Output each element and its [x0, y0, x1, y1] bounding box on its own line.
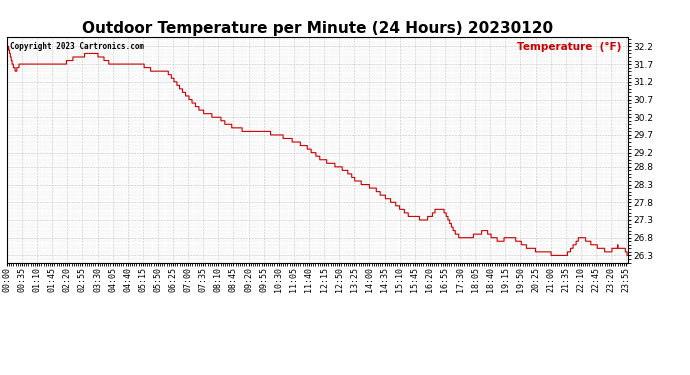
- Text: Copyright 2023 Cartronics.com: Copyright 2023 Cartronics.com: [10, 42, 144, 51]
- Title: Outdoor Temperature per Minute (24 Hours) 20230120: Outdoor Temperature per Minute (24 Hours…: [82, 21, 553, 36]
- Text: Temperature  (°F): Temperature (°F): [518, 42, 622, 52]
